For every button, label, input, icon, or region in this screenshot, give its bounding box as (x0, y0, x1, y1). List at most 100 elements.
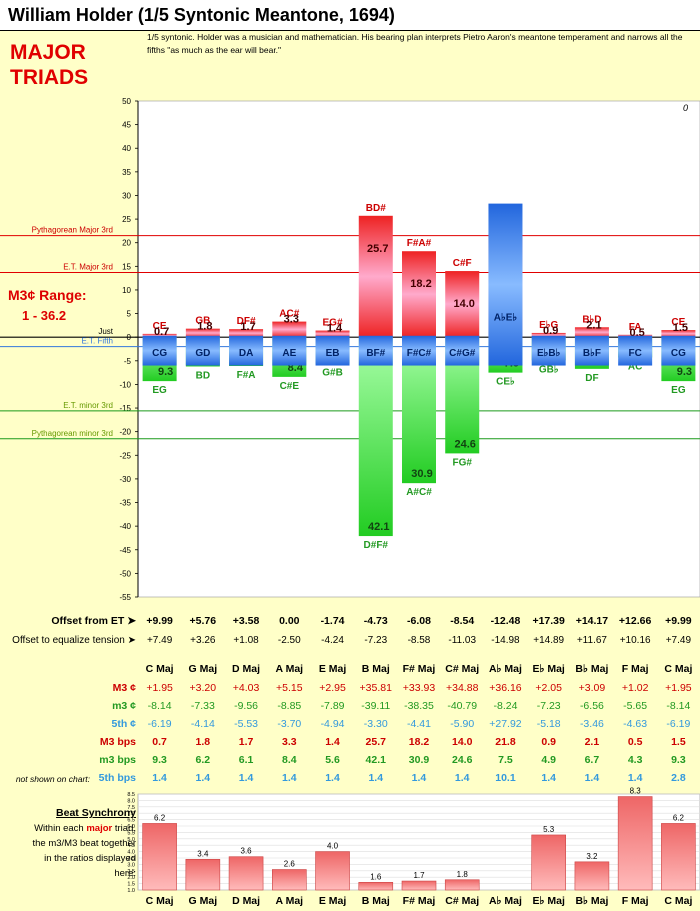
table-column-header: F Maj (621, 663, 649, 675)
major-third-bar (185, 328, 220, 338)
minor-cents-value: -7.23 (536, 700, 561, 712)
table-column-header: B Maj (361, 663, 390, 675)
minor-third-beat-value: 9.3 (677, 366, 692, 378)
major-third-label: CE (153, 321, 167, 332)
major-third-label: C#F (453, 258, 472, 269)
offset-eq-label: Offset to equalize tension ➤ (12, 635, 136, 646)
fifth-bps-value: 10.1 (495, 772, 516, 784)
minor-cents-value: -8.14 (666, 700, 691, 712)
fifth-label: BF# (366, 348, 385, 359)
fifth-bar (185, 335, 220, 366)
minor-bps-value: 4.9 (541, 754, 556, 766)
fifth-cents-value: -5.53 (234, 718, 259, 730)
y-tick-label: -10 (119, 380, 131, 389)
y-tick-label: -30 (119, 475, 131, 484)
range-value: 1 - 36.2 (22, 308, 66, 323)
major-third-bar (272, 321, 307, 338)
major-third-bar (402, 251, 436, 338)
offset-et-value: -1.74 (320, 615, 345, 627)
beat-category-label: A Maj (275, 895, 303, 907)
offset-et-value: +3.58 (232, 615, 260, 627)
m3-bps-value: 18.2 (408, 736, 430, 748)
beat-y-tick-label: 4.5 (127, 843, 135, 849)
beat-text-line-2: the m3/M3 beat together (32, 838, 136, 849)
m3-cents-value: +34.88 (446, 682, 479, 694)
table-column-header: G Maj (188, 663, 218, 675)
beat-y-tick-label: 2.0 (127, 875, 135, 881)
table-column-header: E Maj (318, 663, 347, 675)
y-tick-label: -45 (119, 546, 131, 555)
m3-bps-value: 2.1 (584, 736, 600, 748)
fifth-bps-value: 1.4 (325, 772, 340, 784)
minor-third-label: AC (628, 362, 642, 373)
y-tick-label: -20 (119, 428, 131, 437)
minor-third-label: EG (671, 385, 686, 396)
minor-cents-value: -7.89 (320, 700, 345, 712)
fifth-label: EB (326, 348, 340, 359)
minor-third-beat-value: 30.9 (411, 468, 432, 480)
beat-y-tick-label: 5.5 (127, 830, 135, 836)
fifth-label: C#G# (449, 348, 476, 359)
beat-bar-value: 6.2 (673, 813, 685, 822)
major-third-bar (358, 215, 393, 338)
m3-bps-value: 1.5 (671, 736, 686, 748)
offset-et-value: +9.99 (665, 615, 692, 627)
major-third-beat-value: 3.3 (284, 314, 299, 326)
fifth-cents-value: -4.63 (623, 718, 648, 730)
minor-third-label: C#E (280, 381, 300, 392)
fifth-bps-value: 2.8 (671, 772, 686, 784)
corner-value: 0 (683, 103, 688, 113)
range-title: M3¢ Range: (8, 287, 87, 303)
beat-bar-value: 3.6 (241, 847, 253, 856)
minor-bps-value: 42.1 (365, 754, 386, 766)
reference-line-label: Pythagorean Major 3rd (32, 226, 113, 235)
m3-bps-value: 14.0 (452, 736, 473, 748)
m3-cents-value: +3.20 (189, 682, 217, 694)
minor-cents-value: -8.85 (277, 700, 302, 712)
major-third-label: E♭G (539, 320, 558, 331)
major-third-beat-value: 2.1 (586, 319, 601, 331)
major-third-label: FA (629, 322, 642, 333)
minor-bps-value: 6.2 (195, 754, 211, 766)
m3-cents-value: +33.93 (402, 682, 436, 694)
fifth-cents-value: -5.18 (536, 718, 561, 730)
beat-category-label: C# Maj (445, 895, 479, 907)
fifth-label: E♭B♭ (537, 348, 561, 359)
fifth-cents-value: -3.46 (579, 718, 604, 730)
m3-cents-value: +1.95 (665, 682, 692, 694)
y-tick-label: 10 (122, 286, 131, 295)
offset-et-value: +9.99 (146, 615, 173, 627)
major-third-label: GB (195, 316, 210, 327)
y-tick-label: 50 (122, 97, 131, 106)
fifth-label: A♭E♭ (494, 313, 518, 324)
fifth-bar (661, 335, 696, 366)
minor-third-label: EG (152, 385, 167, 396)
offset-eq-value: +10.16 (619, 635, 651, 646)
beat-category-label: F# Maj (403, 895, 436, 907)
major-third-bar (229, 329, 264, 338)
beat-category-label: C Maj (664, 895, 692, 907)
offset-et-value: +17.39 (532, 615, 565, 627)
minor-third-beat-value: 9.3 (158, 366, 173, 378)
table-column-header: F# Maj (402, 663, 436, 675)
minor-third-label: F#A (237, 370, 256, 381)
y-tick-label: 20 (122, 239, 131, 248)
table-column-header: D Maj (232, 663, 261, 675)
m3-cents-value: +35.81 (359, 682, 392, 694)
offset-et-value: +5.76 (189, 615, 217, 627)
offset-et-value: -4.73 (363, 615, 388, 627)
y-tick-label: -55 (119, 593, 131, 602)
m3-cents-value: +2.05 (535, 682, 562, 694)
fifth-label: DA (239, 348, 253, 359)
section-label: MAJOR TRIADS (10, 40, 88, 90)
beat-category-label: D Maj (232, 895, 260, 907)
beat-bar-value: 3.4 (197, 849, 209, 858)
major-third-bar (661, 330, 696, 338)
fifth-label: CG (671, 348, 686, 359)
major-third-label: AC# (279, 309, 299, 320)
table-column-header: A♭ Maj (488, 663, 522, 675)
fifth-bps-value: 1.4 (368, 772, 384, 784)
fifth-bar (142, 335, 177, 366)
fifth-bps-value: 1.4 (152, 772, 167, 784)
beat-bar (272, 869, 307, 891)
